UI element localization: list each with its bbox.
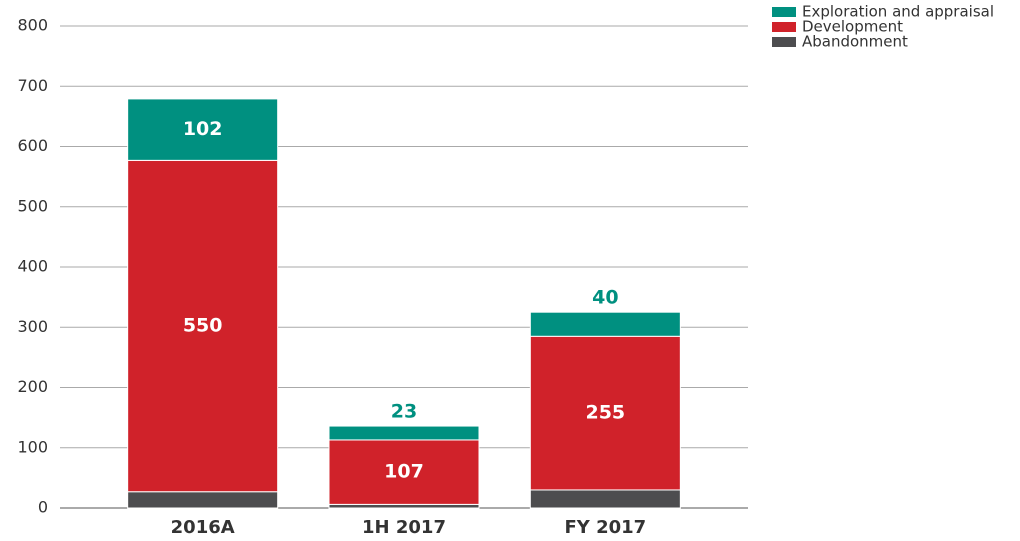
bar-segment <box>529 311 681 337</box>
legend-label: Development <box>802 18 903 36</box>
data-label: 23 <box>391 401 417 423</box>
y-tick-label: 100 <box>17 437 48 456</box>
y-tick-label: 700 <box>17 76 48 95</box>
y-tick-label: 200 <box>17 377 48 396</box>
y-tick-label: 500 <box>17 196 48 215</box>
y-tick-label: 300 <box>17 317 48 336</box>
bar-segment <box>328 503 480 509</box>
legend-label: Exploration and appraisal <box>802 3 994 21</box>
legend-swatch <box>772 37 796 47</box>
data-label: 255 <box>585 402 625 424</box>
x-tick-label: FY 2017 <box>564 517 646 538</box>
data-label: 550 <box>183 315 223 337</box>
legend-swatch <box>772 22 796 32</box>
y-tick-label: 400 <box>17 257 48 276</box>
data-label: 107 <box>384 461 424 483</box>
legend-swatch <box>772 7 796 17</box>
bar-segment <box>328 439 480 505</box>
y-tick-label: 0 <box>38 498 48 517</box>
bar-segment <box>328 425 480 441</box>
data-label: 40 <box>592 287 618 309</box>
bar-segment <box>127 491 279 509</box>
y-tick-label: 600 <box>17 136 48 155</box>
y-tick-label: 800 <box>17 16 48 35</box>
data-label: 102 <box>183 118 223 140</box>
bar-segment <box>127 98 279 161</box>
bar-segment <box>529 489 681 509</box>
legend-label: Abandonment <box>802 33 908 51</box>
bar-segment <box>529 335 681 491</box>
x-tick-label: 1H 2017 <box>362 517 446 538</box>
bar-segment <box>127 159 279 493</box>
x-tick-label: 2016A <box>171 517 235 538</box>
